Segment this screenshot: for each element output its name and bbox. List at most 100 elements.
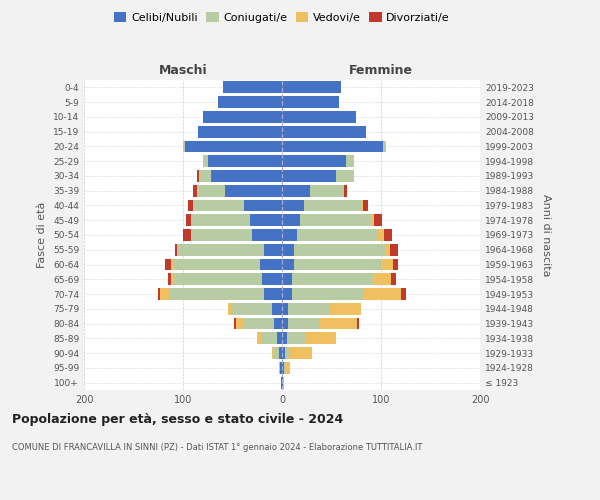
- Y-axis label: Anni di nascita: Anni di nascita: [541, 194, 551, 276]
- Bar: [374, 214, 382, 226]
- Bar: [284, 362, 285, 374]
- Bar: [165, 258, 171, 270]
- Bar: [198, 126, 282, 138]
- Bar: [264, 288, 282, 300]
- Bar: [390, 244, 398, 256]
- Bar: [363, 288, 401, 300]
- Bar: [297, 229, 378, 241]
- Bar: [290, 347, 312, 359]
- Bar: [292, 288, 363, 300]
- Bar: [274, 318, 282, 330]
- Bar: [329, 303, 361, 314]
- Bar: [203, 111, 282, 123]
- Bar: [282, 332, 287, 344]
- Bar: [337, 170, 354, 182]
- Bar: [282, 126, 366, 138]
- Bar: [186, 214, 191, 226]
- Bar: [177, 244, 264, 256]
- Bar: [183, 229, 191, 241]
- Bar: [211, 170, 282, 182]
- Bar: [279, 362, 280, 374]
- Bar: [173, 274, 262, 285]
- Bar: [287, 332, 305, 344]
- Bar: [197, 185, 224, 196]
- Bar: [282, 170, 337, 182]
- Bar: [282, 274, 292, 285]
- Bar: [282, 229, 297, 241]
- Bar: [381, 258, 393, 270]
- Bar: [280, 362, 282, 374]
- Bar: [383, 140, 386, 152]
- Text: Popolazione per età, sesso e stato civile - 2024: Popolazione per età, sesso e stato civil…: [12, 412, 343, 426]
- Bar: [253, 229, 282, 241]
- Bar: [171, 258, 173, 270]
- Bar: [244, 200, 282, 211]
- Bar: [173, 258, 260, 270]
- Bar: [361, 200, 363, 211]
- Bar: [294, 258, 381, 270]
- Bar: [282, 111, 356, 123]
- Bar: [292, 274, 373, 285]
- Bar: [371, 214, 374, 226]
- Bar: [191, 214, 250, 226]
- Bar: [191, 229, 253, 241]
- Bar: [282, 244, 294, 256]
- Bar: [193, 185, 197, 196]
- Bar: [282, 214, 300, 226]
- Bar: [288, 303, 329, 314]
- Bar: [236, 318, 244, 330]
- Bar: [391, 274, 396, 285]
- Bar: [304, 200, 361, 211]
- Bar: [285, 347, 290, 359]
- Bar: [282, 258, 294, 270]
- Bar: [257, 332, 262, 344]
- Bar: [294, 244, 385, 256]
- Bar: [305, 332, 337, 344]
- Bar: [193, 200, 244, 211]
- Bar: [224, 185, 282, 196]
- Bar: [320, 318, 357, 330]
- Bar: [285, 362, 290, 374]
- Bar: [310, 185, 344, 196]
- Bar: [188, 200, 193, 211]
- Text: COMUNE DI FRANCAVILLA IN SINNI (PZ) - Dati ISTAT 1° gennaio 2024 - Elaborazione : COMUNE DI FRANCAVILLA IN SINNI (PZ) - Da…: [12, 442, 422, 452]
- Bar: [250, 214, 282, 226]
- Legend: Celibi/Nubili, Coniugati/e, Vedovi/e, Divorziati/e: Celibi/Nubili, Coniugati/e, Vedovi/e, Di…: [110, 8, 454, 28]
- Bar: [384, 229, 392, 241]
- Bar: [197, 170, 199, 182]
- Bar: [227, 303, 230, 314]
- Bar: [281, 376, 282, 388]
- Bar: [300, 214, 371, 226]
- Bar: [357, 318, 359, 330]
- Bar: [262, 332, 277, 344]
- Bar: [208, 156, 282, 167]
- Bar: [344, 185, 347, 196]
- Bar: [282, 347, 285, 359]
- Bar: [282, 303, 288, 314]
- Bar: [274, 347, 279, 359]
- Bar: [282, 362, 284, 374]
- Bar: [168, 274, 171, 285]
- Bar: [244, 318, 274, 330]
- Bar: [185, 140, 282, 152]
- Bar: [264, 244, 282, 256]
- Y-axis label: Fasce di età: Fasce di età: [37, 202, 47, 268]
- Bar: [346, 156, 354, 167]
- Text: Femmine: Femmine: [349, 64, 413, 78]
- Bar: [175, 244, 177, 256]
- Bar: [235, 318, 236, 330]
- Bar: [262, 274, 282, 285]
- Bar: [282, 82, 341, 94]
- Bar: [282, 140, 383, 152]
- Bar: [171, 274, 173, 285]
- Bar: [158, 288, 160, 300]
- Bar: [279, 347, 282, 359]
- Bar: [272, 347, 274, 359]
- Bar: [223, 82, 282, 94]
- Bar: [282, 376, 283, 388]
- Bar: [373, 274, 391, 285]
- Bar: [170, 288, 264, 300]
- Bar: [282, 96, 340, 108]
- Bar: [282, 288, 292, 300]
- Bar: [160, 288, 170, 300]
